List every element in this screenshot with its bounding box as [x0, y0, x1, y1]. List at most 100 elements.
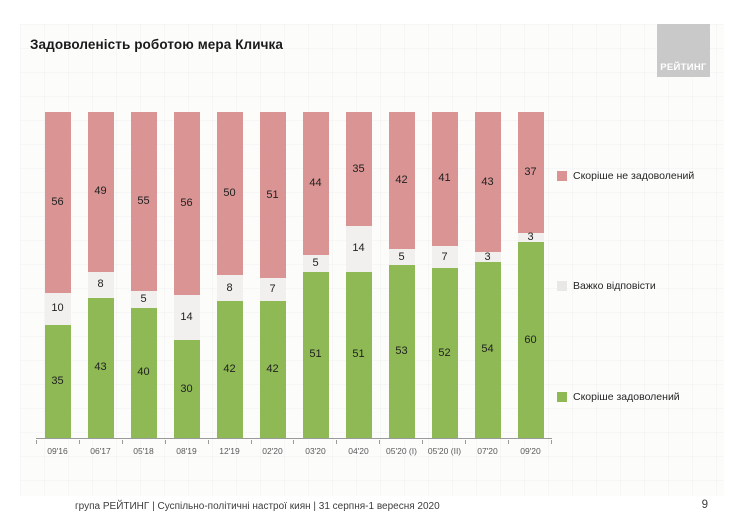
bar-slot: 44 5 51	[294, 112, 337, 438]
bar-value-label: 42	[223, 363, 236, 376]
stacked-bar: 35 14 51	[345, 112, 372, 438]
bar-value-label: 50	[223, 187, 236, 199]
bar-segment: 8	[216, 275, 243, 302]
bar-segment: 30	[173, 340, 200, 438]
axis-tick	[550, 440, 552, 444]
bar-value-label: 7	[269, 283, 276, 296]
axis-tick	[164, 440, 166, 444]
bar-slot: 50 8 42	[208, 112, 251, 438]
bar-value-label: 10	[51, 302, 64, 315]
bar-segment: 35	[44, 325, 71, 438]
bar-slot: 55 5 40	[122, 112, 165, 438]
x-axis-label: 12'19	[219, 446, 240, 456]
bar-value-label: 51	[266, 188, 279, 201]
bar-value-label: 53	[395, 345, 408, 358]
stacked-bar: 42 5 53	[388, 112, 415, 438]
bar-value-label: 37	[524, 165, 537, 178]
bar-value-label: 41	[438, 172, 451, 185]
stacked-bar: 41 7 52	[431, 112, 458, 438]
bar-segment: 5	[130, 291, 157, 308]
bar-segment: 7	[259, 278, 286, 302]
x-axis-label: 02'20	[262, 446, 283, 456]
bar-value-label: 5	[140, 292, 147, 305]
bar-segment: 55	[130, 112, 157, 292]
bar-value-label: 5	[312, 257, 319, 270]
bar-value-label: 52	[438, 346, 451, 359]
axis-tick	[250, 440, 252, 444]
legend-swatch	[557, 281, 567, 291]
stacked-bar: 55 5 40	[130, 112, 157, 438]
bar-value-label: 55	[137, 195, 150, 208]
axis-tick	[465, 440, 467, 444]
bar-value-label: 51	[352, 348, 365, 361]
bar-segment: 51	[302, 271, 329, 438]
bar-value-label: 51	[309, 348, 322, 361]
x-axis-label: 09'16	[47, 446, 68, 456]
plot-area: 56 10 35 49 8 43 55 5 40 56 14 30 50 8 42 51 7 42 44 5 51 35 1…	[36, 112, 552, 439]
bar-segment: 14	[173, 294, 200, 341]
bar-value-label: 42	[266, 363, 279, 376]
bar-segment: 44	[302, 112, 329, 256]
bar-segment: 42	[259, 301, 286, 438]
bar-segment: 50	[216, 112, 243, 275]
slide-panel: Задоволеність роботою мера Кличка РЕЙТИН…	[20, 24, 724, 496]
bar-segment: 51	[345, 271, 372, 438]
bar-segment: 5	[388, 248, 415, 266]
bar-value-label: 30	[180, 382, 193, 395]
source-note: група РЕЙТИНГ | Суспільно-політичні наст…	[75, 501, 440, 512]
bar-value-label: 14	[352, 242, 365, 255]
axis-tick	[207, 440, 209, 444]
bar-segment: 56	[173, 112, 200, 295]
bar-value-label: 44	[309, 177, 322, 190]
bar-slot: 43 3 54	[466, 112, 509, 439]
stacked-bar: 44 5 51	[302, 112, 329, 438]
bar-value-label: 3	[484, 250, 491, 263]
legend-item: Скоріше задоволений	[557, 391, 680, 403]
legend-item: Скоріше не задоволений	[557, 170, 694, 182]
bar-value-label: 56	[180, 196, 193, 209]
bar-segment: 14	[345, 226, 372, 272]
stacked-bar: 56 10 35	[44, 112, 71, 438]
bar-segment: 8	[87, 271, 114, 298]
x-axis-label: 05'20 (I)	[386, 446, 417, 456]
bar-segment: 51	[259, 112, 286, 279]
bar-segment: 7	[431, 245, 458, 269]
bar-slot: 37 3 60	[509, 112, 552, 438]
bar-slot: 56 10 35	[36, 112, 79, 438]
axis-tick	[336, 440, 338, 444]
legend-item: Важко відповісти	[557, 280, 656, 292]
axis-tick	[78, 440, 80, 444]
bar-slot: 56 14 30	[165, 112, 208, 438]
bar-segment: 53	[388, 265, 415, 438]
axis-tick	[507, 440, 509, 444]
bar-segment: 54	[474, 261, 501, 439]
x-axis-label: 07'20	[477, 446, 498, 456]
bar-value-label: 7	[441, 250, 448, 263]
stacked-bar: 51 7 42	[259, 112, 286, 438]
bar-value-label: 8	[97, 278, 104, 291]
bar-value-label: 35	[352, 162, 365, 175]
bar-slot: 41 7 52	[423, 112, 466, 438]
bar-segment: 5	[302, 255, 329, 272]
bar-value-label: 54	[481, 343, 494, 356]
legend-label: Скоріше задоволений	[573, 391, 680, 403]
x-axis-label: 08'19	[176, 446, 197, 456]
bar-segment: 43	[474, 112, 501, 253]
bar-segment: 60	[517, 242, 544, 438]
rating-group-logo-text: РЕЙТИНГ	[660, 62, 707, 73]
stacked-bar: 49 8 43	[87, 112, 114, 438]
bar-segment: 49	[87, 112, 114, 272]
chart-legend: Скоріше не задоволений Важко відповісти Ск…	[557, 24, 722, 496]
bar-value-label: 49	[94, 185, 107, 198]
bar-value-label: 35	[51, 375, 64, 388]
bar-segment: 35	[345, 112, 372, 227]
x-axis-label: 04'20	[348, 446, 369, 456]
bar-value-label: 56	[51, 195, 64, 208]
page-title: Задоволеність роботою мера Кличка	[30, 37, 284, 52]
bar-value-label: 5	[398, 250, 405, 263]
axis-tick	[379, 440, 381, 444]
axis-tick	[422, 440, 424, 444]
bar-slot: 49 8 43	[79, 112, 122, 438]
bar-segment: 42	[388, 112, 415, 249]
x-axis-label: 05'18	[133, 446, 154, 456]
